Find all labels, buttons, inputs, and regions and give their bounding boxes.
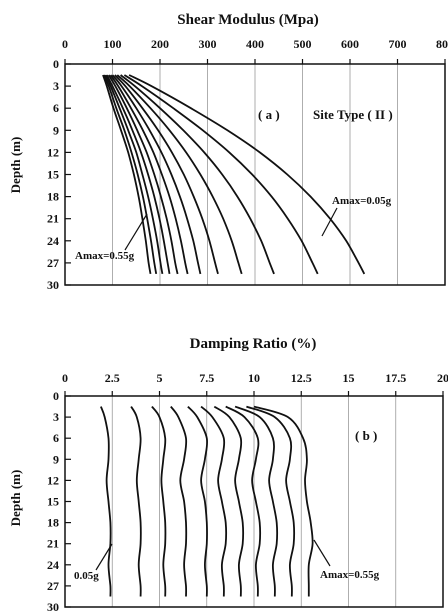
panel-a-plot-frame xyxy=(64,63,446,286)
panel-a-y-tick-label: 6 xyxy=(53,101,59,115)
panel-b-series-line-6 xyxy=(200,405,228,597)
panel-b-series-line-4 xyxy=(170,406,188,597)
panel-a-x-tick-label: 0 xyxy=(62,37,68,51)
panel-b-annotation-low-leader xyxy=(95,543,113,571)
panel-a-y-axis-label: Depth (m) xyxy=(8,137,23,194)
panel-b-grid xyxy=(111,396,397,607)
panel-a-annotation-high-leader xyxy=(321,207,338,237)
panel-a-series xyxy=(102,74,366,275)
panel-a-series-line-11 xyxy=(123,74,319,275)
panel-a-series-line-9 xyxy=(116,74,243,275)
panel-a-y-tick-label: 24 xyxy=(47,234,59,248)
panel-b-y-axis-label: Depth (m) xyxy=(8,470,23,527)
panel-a-y-tick-label: 30 xyxy=(47,278,59,292)
panel-b-x-tick-label: 17.5 xyxy=(385,371,406,385)
panel-b-x-tick-label: 20 xyxy=(437,371,448,385)
panel-a-y-tick-label: 21 xyxy=(47,212,59,226)
panel-b-series-line-7 xyxy=(213,405,245,597)
panel-b-series-line-2 xyxy=(130,406,142,597)
panel-b-series-line-9 xyxy=(234,405,279,597)
panel-a-series-line-4 xyxy=(106,74,171,275)
panel-b-series-line-11 xyxy=(253,405,314,597)
panel-b-series-line-5 xyxy=(187,405,209,597)
panel-a-series-line-6 xyxy=(109,74,189,275)
panel-a-site-type: Site Type ( II ) xyxy=(313,107,393,122)
panel-a-y-tick-label: 12 xyxy=(47,145,59,159)
panel-a-y-tick-label: 27 xyxy=(47,256,59,270)
panel-a-series-line-7 xyxy=(111,74,202,275)
panel-a-series-line-12 xyxy=(128,74,366,275)
panel-a-x-tick-label: 700 xyxy=(389,37,407,51)
panel-a-series-line-2 xyxy=(103,74,158,275)
panel-b-y-tick-label: 15 xyxy=(47,495,59,509)
panel-a-y-tick-label: 9 xyxy=(53,123,59,137)
panel-a-x-tick-label: 600 xyxy=(341,37,359,51)
panel-b-title: Damping Ratio (%) xyxy=(190,336,317,352)
panel-b-annotation-low: 0.05g xyxy=(74,570,99,582)
panel-a: Shear Modulus (Mpa) Depth (m) 0 100 200 300… xyxy=(8,12,448,292)
panel-a-series-line-3 xyxy=(104,74,164,275)
panel-b-x-tick-label: 0 xyxy=(62,371,68,385)
panel-a-x-tick-label: 800 xyxy=(436,37,448,51)
panel-b-x-tick-label: 12.5 xyxy=(291,371,312,385)
panel-a-grid xyxy=(112,64,398,285)
panel-b-y-tick-label: 0 xyxy=(53,389,59,403)
panel-b-series-line-8 xyxy=(225,405,262,597)
panel-b-y-tick-label: 30 xyxy=(47,600,59,614)
panel-b-annotation-high: Amax=0.55g xyxy=(320,569,380,581)
panel-a-title: Shear Modulus (Mpa) xyxy=(177,12,318,28)
panel-b-ticks: 0 2.5 5 7.5 10 12.5 15 17.5 20 0 3 6 9 12 15 18 21 24 27 30 xyxy=(47,371,448,614)
panel-a-series-line-8 xyxy=(114,74,219,275)
panel-b-annotation-high-leader xyxy=(313,539,331,567)
panel-b-y-tick-label: 12 xyxy=(47,473,59,487)
panel-b-series-line-3 xyxy=(151,406,167,597)
panel-a-y-tick-label: 0 xyxy=(53,57,59,71)
panel-a-ticks: 0 100 200 300 400 500 600 700 800 0 3 6 9 12 15 18 21 24 2… xyxy=(47,37,448,292)
panel-b-x-tick-label: 5 xyxy=(157,371,163,385)
panel-b-plot-frame xyxy=(64,395,444,608)
panel-a-y-tick-label: 15 xyxy=(47,168,59,182)
panel-b-series-line-10 xyxy=(246,405,296,597)
panel-b-x-tick-label: 15 xyxy=(343,371,355,385)
panel-b-y-tick-label: 27 xyxy=(47,579,59,593)
panel-b-x-tick-label: 7.5 xyxy=(199,371,214,385)
panel-a-x-tick-label: 300 xyxy=(199,37,217,51)
panel-b-x-tick-label: 10 xyxy=(248,371,260,385)
panel-b-series-line-1 xyxy=(100,406,112,597)
panel-a-label: ( a ) xyxy=(258,107,280,122)
panel-b-y-tick-label: 6 xyxy=(53,431,59,445)
panel-a-series-line-1 xyxy=(102,74,152,275)
panel-a-x-tick-label: 100 xyxy=(104,37,122,51)
panel-a-y-tick-label: 3 xyxy=(53,79,59,93)
panel-a-x-tick-label: 400 xyxy=(246,37,264,51)
panel-a-annotation-low: Amax=0.55g xyxy=(75,250,135,262)
panel-b-x-tick-label: 2.5 xyxy=(105,371,120,385)
panel-a-series-line-10 xyxy=(120,74,275,275)
panel-a-series-line-5 xyxy=(107,74,179,275)
panel-a-x-tick-label: 200 xyxy=(151,37,169,51)
panel-a-annotation-high: Amax=0.05g xyxy=(332,195,392,207)
panel-b-y-tick-label: 3 xyxy=(53,410,59,424)
panel-b-y-tick-label: 21 xyxy=(47,537,59,551)
panel-a-y-tick-label: 18 xyxy=(47,190,59,204)
panel-b-y-tick-label: 9 xyxy=(53,452,59,466)
panel-b-y-tick-label: 18 xyxy=(47,516,59,530)
panel-a-annotation-low-leader xyxy=(124,213,148,251)
panel-b-series xyxy=(100,405,314,597)
panel-b-label: ( b ) xyxy=(355,428,377,443)
panel-b: Damping Ratio (%) Depth (m) 0 2.5 5 7.5 10 12… xyxy=(8,336,448,614)
panel-a-x-tick-label: 500 xyxy=(294,37,312,51)
panel-b-y-tick-label: 24 xyxy=(47,558,59,572)
